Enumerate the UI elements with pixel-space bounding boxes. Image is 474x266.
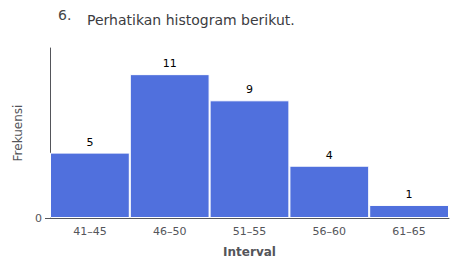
svg-text:6.: 6. [58,7,71,23]
svg-text:11: 11 [163,57,177,70]
svg-text:0: 0 [35,212,42,225]
svg-text:1: 1 [406,188,413,201]
svg-text:46–50: 46–50 [153,225,187,238]
svg-text:9: 9 [246,83,253,96]
svg-text:4: 4 [326,149,333,162]
svg-text:56–60: 56–60 [313,225,347,238]
svg-text:41–45: 41–45 [73,225,107,238]
svg-text:Frekuensi: Frekuensi [11,105,25,162]
svg-text:Interval: Interval [223,245,276,259]
svg-text:5: 5 [86,136,93,149]
svg-text:51–55: 51–55 [233,225,267,238]
svg-text:Perhatikan histogram berikut.: Perhatikan histogram berikut. [87,12,295,28]
svg-text:61–65: 61–65 [392,225,426,238]
